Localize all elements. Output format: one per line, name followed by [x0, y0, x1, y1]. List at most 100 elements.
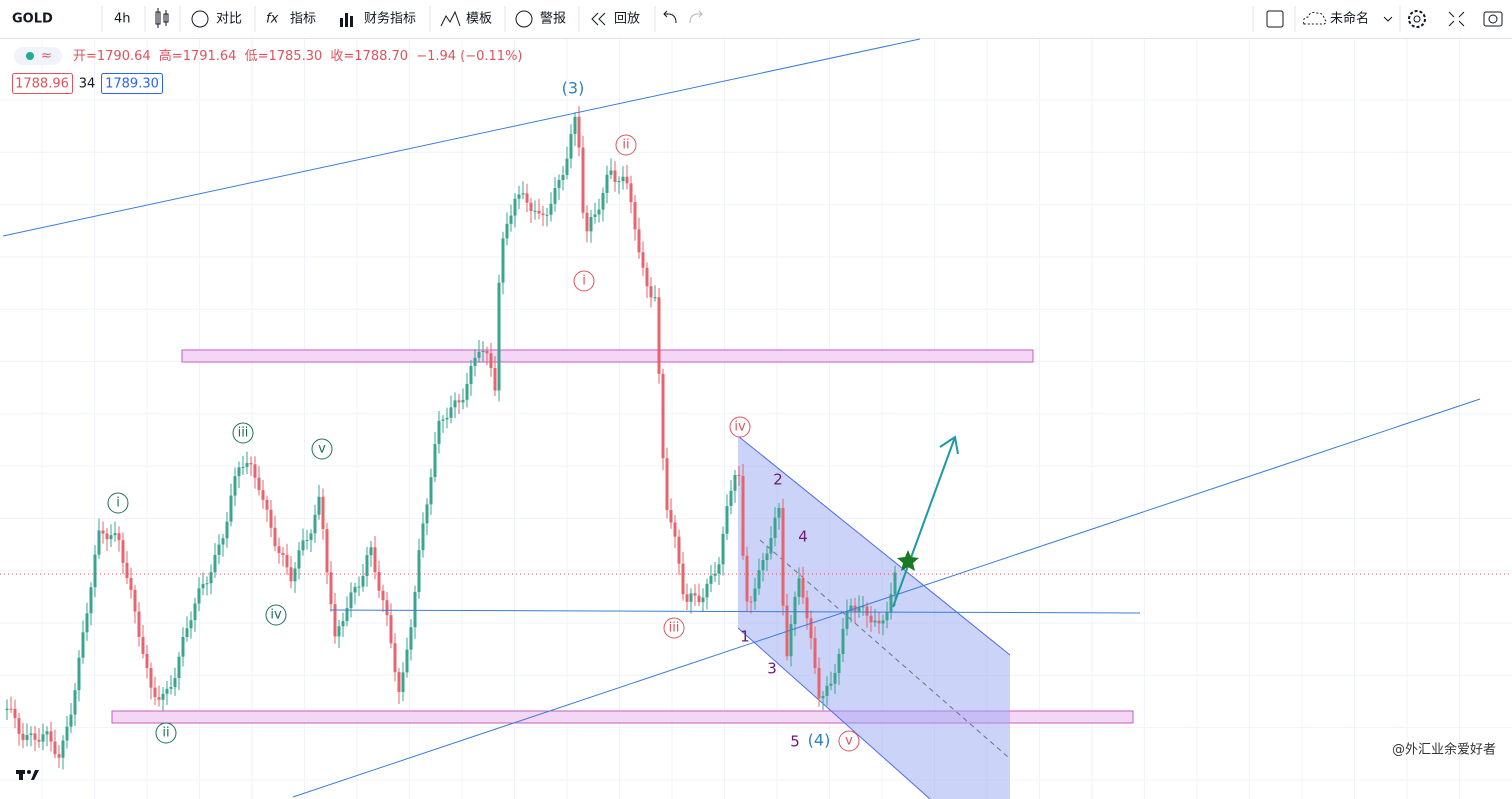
candle-body — [305, 540, 309, 542]
settings[interactable] — [1413, 15, 1421, 23]
candle-body — [93, 554, 97, 588]
template-icon[interactable] — [440, 10, 461, 27]
channel-top — [737, 435, 1011, 656]
ask-box[interactable] — [101, 73, 163, 94]
chart-type-icon[interactable] — [155, 8, 169, 28]
undo[interactable] — [663, 10, 677, 24]
candle-body — [645, 267, 649, 287]
replay[interactable]: 回放 — [614, 12, 640, 27]
layout-icon[interactable] — [1266, 10, 1284, 28]
candle-body — [341, 621, 345, 627]
interval[interactable]: 4h — [114, 12, 131, 27]
candle-body — [805, 597, 809, 619]
status-pill[interactable] — [14, 47, 62, 65]
change: −1.94 (−0.11%) — [416, 49, 522, 64]
candle-body — [213, 554, 217, 573]
target-arrow — [892, 435, 959, 608]
candle-body — [209, 572, 213, 584]
layout-name[interactable]: 未命名 — [1330, 11, 1369, 27]
candle-body — [797, 578, 801, 597]
candle-body — [269, 509, 273, 528]
bid-box[interactable] — [12, 73, 73, 94]
candle-body — [333, 604, 337, 637]
replay-icon[interactable] — [591, 12, 599, 26]
replay-icon[interactable] — [598, 12, 606, 26]
candle-body — [313, 514, 317, 534]
candle-body — [465, 383, 469, 400]
candle-body — [829, 683, 833, 686]
candle-body — [497, 282, 501, 391]
settings[interactable] — [1408, 10, 1426, 28]
candle-body — [61, 740, 65, 758]
alerts[interactable]: 警报 — [540, 11, 566, 27]
ask[interactable]: 1789.30 — [105, 77, 159, 92]
candle-body — [409, 627, 413, 650]
wave-label: v — [318, 442, 326, 457]
candle-body — [109, 535, 113, 540]
financials-icon[interactable] — [340, 13, 353, 27]
wave-circle — [615, 134, 637, 156]
indicators[interactable]: 指标 — [290, 12, 316, 27]
candle-body — [665, 458, 669, 511]
candle-body — [609, 170, 613, 175]
candle-body — [601, 192, 605, 210]
candle-body — [889, 594, 893, 613]
candle-body — [401, 672, 405, 693]
candle-body — [49, 731, 53, 742]
candle-body — [189, 620, 193, 629]
candle-body — [749, 601, 753, 603]
candle-body — [773, 517, 777, 538]
snapshot[interactable] — [1488, 14, 1498, 24]
candle-body — [589, 216, 593, 232]
templates[interactable]: 模板 — [466, 12, 492, 27]
candle-body — [161, 693, 165, 700]
candle-body — [349, 592, 353, 609]
indicator-icon[interactable]: fx — [266, 12, 279, 27]
candle-body — [193, 603, 197, 621]
candle-body — [365, 555, 369, 576]
wave-primary: (3) — [562, 79, 585, 98]
ohlc-legend: 开=1790.64 高=1791.64 低=1785.30 收=1788.70 … — [73, 48, 523, 64]
alert-icon[interactable] — [515, 10, 533, 28]
redo[interactable] — [689, 10, 703, 24]
bid[interactable]: 1788.96 — [15, 77, 69, 92]
dropdown[interactable] — [1383, 16, 1393, 22]
wave-circle — [573, 270, 595, 292]
candle-body — [885, 612, 889, 621]
cloud-icon[interactable] — [1303, 12, 1327, 25]
candle-body — [801, 578, 805, 598]
candle-body — [281, 553, 285, 555]
wave-label: v — [845, 734, 853, 749]
candle-body — [413, 592, 417, 628]
candle-body — [753, 588, 757, 602]
candle-body — [565, 158, 569, 175]
wave-label: iii — [238, 426, 249, 441]
fullscreen[interactable] — [1448, 11, 1465, 27]
candle-body — [357, 586, 361, 588]
candle-body — [21, 733, 25, 741]
financials[interactable]: 财务指标 — [364, 11, 416, 27]
candle-body — [429, 477, 433, 505]
compare-icon[interactable] — [191, 10, 209, 28]
candle-body — [245, 463, 249, 468]
candle-body — [541, 213, 545, 216]
candle-body — [273, 527, 277, 547]
candle-body — [325, 529, 329, 573]
snapshot[interactable] — [1483, 11, 1503, 27]
candle-body — [833, 672, 837, 684]
candle-body — [421, 523, 425, 551]
candle-body — [81, 632, 85, 658]
candle-body — [297, 550, 301, 569]
low: 低=1785.30 — [245, 49, 323, 64]
symbol[interactable]: GOLD — [12, 12, 53, 27]
candle-body — [585, 212, 589, 232]
candle-body — [533, 210, 537, 212]
compare[interactable]: 对比 — [216, 12, 242, 27]
candle-body — [461, 399, 465, 403]
spread: 34 — [79, 77, 96, 92]
candle-body — [405, 649, 409, 673]
candle-body — [513, 198, 517, 216]
candle-body — [105, 533, 109, 540]
candle-body — [433, 444, 437, 478]
wave-circle — [663, 617, 685, 639]
